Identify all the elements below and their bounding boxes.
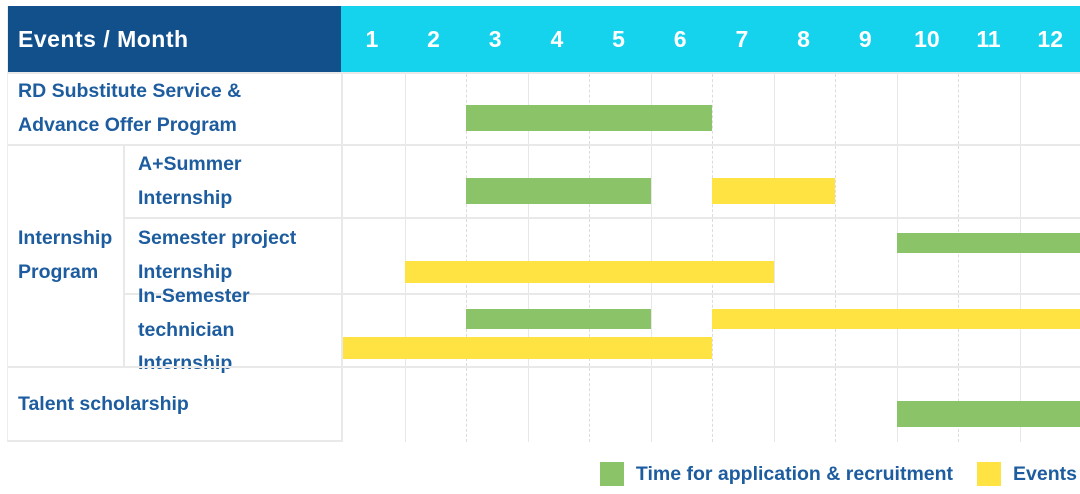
month-gridline bbox=[589, 368, 590, 442]
month-gridline bbox=[896, 295, 898, 366]
month-gridline bbox=[527, 219, 529, 293]
row-label-in-semester-technician: In-Semester technician Internship bbox=[125, 285, 341, 374]
header-title-text: Events / Month bbox=[18, 25, 189, 52]
month-gridline bbox=[527, 295, 529, 366]
gantt-bar-event bbox=[343, 337, 712, 359]
month-gridline bbox=[835, 295, 836, 366]
legend-application-swatch-icon bbox=[599, 462, 624, 486]
month-label: 11 bbox=[976, 25, 1001, 52]
row-label-talent-scholarship: Talent scholarship bbox=[8, 366, 341, 442]
chart-row-a-plus-summer bbox=[341, 144, 1080, 217]
month-gridline bbox=[773, 295, 775, 366]
gantt-bar-application bbox=[466, 177, 651, 204]
month-gridline bbox=[773, 219, 775, 293]
month-gridline bbox=[466, 219, 467, 293]
row-label-text: Semester project Internship bbox=[138, 227, 297, 283]
month-gridline bbox=[896, 219, 898, 293]
month-gridline bbox=[712, 74, 713, 144]
row-label-text: Talent scholarship bbox=[18, 393, 189, 416]
month-gridline bbox=[835, 219, 836, 293]
month-gridline bbox=[958, 146, 959, 217]
month-gridline bbox=[958, 74, 959, 144]
month-gridline bbox=[712, 368, 713, 442]
month-label: 2 bbox=[427, 25, 440, 52]
gantt-bar-event bbox=[404, 261, 774, 283]
month-header-row: 1 2 3 4 5 6 7 8 9 10 11 12 bbox=[341, 6, 1080, 72]
month-gridline bbox=[896, 74, 898, 144]
month-label: 12 bbox=[1037, 25, 1064, 52]
month-gridline bbox=[466, 368, 467, 442]
gantt-bar-application bbox=[896, 233, 1080, 253]
chart-row-semester-project bbox=[341, 217, 1080, 293]
legend-event-label: Events bbox=[1013, 462, 1077, 485]
table-header-title: Events / Month bbox=[8, 6, 341, 72]
month-gridline bbox=[958, 219, 959, 293]
row-label-text: In-Semester technician Internship bbox=[138, 285, 250, 375]
legend-event-swatch-icon bbox=[977, 462, 1002, 486]
month-gridline bbox=[404, 74, 406, 144]
month-label: 10 bbox=[914, 25, 940, 52]
month-label: 3 bbox=[488, 25, 502, 52]
month-gridline bbox=[650, 368, 652, 442]
month-gridline bbox=[589, 295, 590, 366]
month-gridline bbox=[835, 74, 836, 144]
month-gridline bbox=[466, 295, 467, 366]
month-gridline bbox=[1019, 219, 1021, 293]
chart-row-in-semester-technician bbox=[341, 293, 1080, 366]
row-label-a-plus-summer: A+Summer Internship bbox=[125, 144, 341, 217]
gantt-bar-event bbox=[712, 309, 1080, 329]
month-gridline bbox=[650, 219, 652, 293]
month-label: 5 bbox=[612, 25, 625, 52]
month-label: 7 bbox=[735, 25, 749, 52]
month-gridline bbox=[835, 368, 836, 442]
chart-row-talent-scholarship bbox=[341, 366, 1080, 442]
chart-row-rd-substitute bbox=[341, 72, 1080, 144]
month-gridline bbox=[589, 219, 590, 293]
month-gridline bbox=[1019, 295, 1021, 366]
month-gridline bbox=[527, 368, 529, 442]
row-label-text: RD Substitute Service & Advance Offer Pr… bbox=[18, 80, 242, 136]
month-gridline bbox=[404, 219, 406, 293]
row-label-rd-substitute: RD Substitute Service & Advance Offer Pr… bbox=[8, 72, 341, 144]
month-label: 8 bbox=[797, 25, 810, 52]
month-gridline bbox=[650, 295, 652, 366]
month-label: 9 bbox=[858, 25, 872, 52]
month-gridline bbox=[1019, 74, 1021, 144]
month-gridline bbox=[773, 368, 775, 442]
month-gridline bbox=[1019, 146, 1021, 217]
month-gridline bbox=[712, 295, 713, 366]
month-gridline bbox=[958, 295, 959, 366]
month-gridline bbox=[650, 146, 652, 217]
legend: Time for application & recruitment Event… bbox=[599, 460, 1077, 488]
month-gridline bbox=[835, 146, 836, 217]
month-gridline bbox=[404, 146, 406, 217]
month-label: 1 bbox=[365, 25, 379, 52]
legend-application-label: Time for application & recruitment bbox=[635, 462, 954, 485]
month-gridline bbox=[896, 146, 898, 217]
gantt-bar-application bbox=[466, 105, 712, 131]
gantt-bar-application bbox=[466, 309, 651, 329]
gantt-schedule-table: Events / Month 1 2 3 4 5 6 7 8 9 10 11 12 RD Substi… bbox=[7, 6, 1080, 442]
row-label-text: A+Summer Internship bbox=[138, 152, 242, 209]
month-gridline bbox=[773, 74, 775, 144]
gantt-bar-application bbox=[896, 401, 1080, 427]
group-label-internship-program: Internship Program bbox=[8, 144, 125, 366]
row-label-semester-project: Semester project Internship bbox=[125, 217, 341, 293]
month-label: 4 bbox=[550, 25, 564, 52]
group-label-text: Internship Program bbox=[18, 227, 113, 283]
month-gridline bbox=[712, 219, 713, 293]
gantt-bar-event bbox=[712, 177, 835, 204]
month-gridline bbox=[404, 295, 406, 366]
month-gridline bbox=[404, 368, 406, 442]
month-label: 6 bbox=[673, 25, 687, 52]
